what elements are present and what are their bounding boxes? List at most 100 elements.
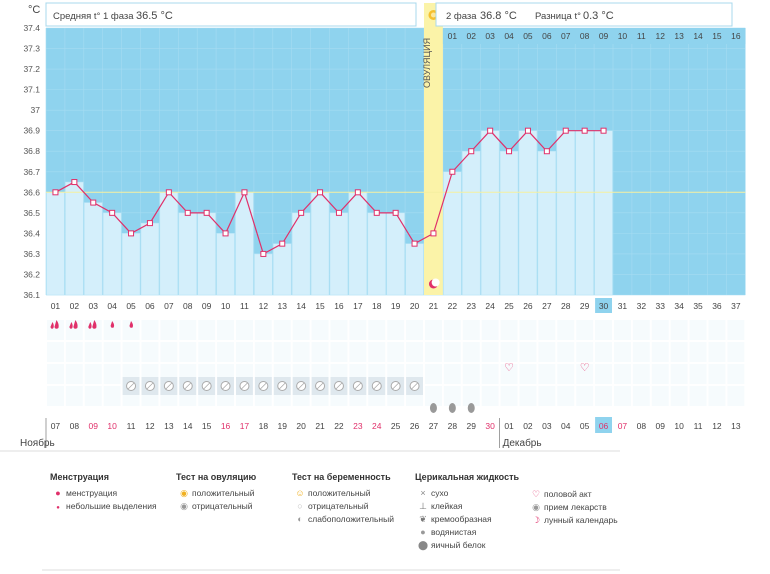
temperature-point [468,148,475,155]
temp-bar [102,212,122,296]
unit-label: °C [28,4,40,16]
legend-item: ◉ прием лекарств [528,501,618,514]
y-tick-label: 36.6 [23,187,40,197]
temperature-point [487,127,494,134]
menstruation-icon [88,320,97,329]
phase2-day-label: 05 [523,31,533,41]
calendar-date-label: 09 [89,421,99,431]
marker-cell [727,320,745,340]
cycle-day-label: 16 [334,301,344,311]
temperature-point [449,168,456,175]
marker-cell [103,320,121,340]
legend-item: ☺ положительный [292,487,394,500]
legend-item-label: водянистая [431,527,477,537]
marker-cell [462,386,480,406]
temperature-point [562,127,569,134]
marker-cell [425,364,442,384]
marker-cell [689,364,707,384]
marker-cell [481,364,499,384]
marker-cell [330,342,348,362]
marker-cell [349,342,367,362]
temp-bar [235,192,254,296]
marker-cell [727,364,745,384]
egg-white-icon [467,403,475,413]
temperature-point [71,179,78,186]
current-day-highlight [595,298,612,313]
y-tick-label: 37.3 [23,44,40,54]
calendar-date-label: 04 [561,421,571,431]
y-tick-label: 36.8 [23,146,40,156]
legend-menstruation: Менструация ● менструация ● небольшие выде… [50,472,157,513]
phase2-day-label: 12 [656,31,666,41]
marker-cell [330,320,348,340]
menstruation-icon [69,320,78,329]
calendar-date-label: 18 [259,421,269,431]
legend-item-label: положительный [308,488,371,498]
marker-cell [614,320,631,340]
legend-item-label: слабоположительный [308,514,394,524]
temperature-point [128,230,135,237]
heart-icon: ♡ [504,362,514,374]
marker-cell [84,364,102,384]
drop-small-icon: ● [56,505,60,511]
temp-bar [537,150,557,296]
cycle-day-label: 26 [523,301,533,311]
calendar-date-label: 14 [183,421,193,431]
legend-title: Менструация [50,472,109,482]
temperature-point [543,148,550,155]
phase2-day-label: 10 [618,31,628,41]
phase2-day-label: 04 [504,31,514,41]
marker-cell [160,320,178,340]
calendar-date-label: 09 [656,421,666,431]
egg-white-icon [448,403,456,413]
y-tick-label: 37 [31,105,41,115]
egg-white-icon: ⬤ [417,540,429,550]
marker-cell [368,320,386,340]
temp-bar [367,212,386,296]
menstruation-icon [50,320,59,329]
cycle-day-label: 11 [240,301,249,311]
calendar-date-label: 17 [240,421,250,431]
calendar-date-label: 30 [485,421,495,431]
cycle-day-label: 20 [410,301,420,311]
temperature-line [55,129,604,255]
y-tick-label: 36.3 [23,249,40,259]
legend-title-empty [528,472,618,483]
temperature-bars [46,3,746,296]
temperature-point [52,189,59,196]
marker-cell [254,342,272,362]
temperature-point [260,250,267,257]
diff-label: Разница t° [535,11,581,22]
temp-bar [273,243,292,296]
legend-item: ♡ половой акт [528,488,618,501]
marker-cell [595,386,612,406]
legend-item-label: менструация [66,488,118,498]
y-tick-label: 36.1 [23,290,40,300]
marker-cell [47,364,64,384]
marker-cell [47,320,64,340]
marker-cell [519,320,537,340]
marker-cell [122,342,140,362]
temperature-point [203,209,210,216]
temp-bar [216,233,235,296]
phase2-day-label: 15 [712,31,722,41]
pill-icon-line [335,382,343,390]
moon-icon-shade [431,278,440,287]
calendar-date-label: 07 [51,421,61,431]
phase2-day-label: 13 [674,31,684,41]
marker-cell [198,342,216,362]
calendar-date-label: 13 [731,421,741,431]
marker-cell [708,364,726,384]
legend-item: ○ отрицательный [292,500,394,513]
temperature-point [600,127,607,134]
marker-cell [103,364,121,384]
marker-rows: ♡ ♡ [47,10,745,413]
marker-cell [122,320,140,340]
calendar-date-label: 28 [448,421,458,431]
marker-cell [84,320,102,340]
y-tick-label: 37.2 [23,64,40,74]
legend-other: ♡ половой акт ◉ прием лекарств ☽ лунный кал… [528,472,618,527]
marker-cell [443,320,461,340]
temperature-point [165,189,172,196]
marker-cell [349,320,367,340]
